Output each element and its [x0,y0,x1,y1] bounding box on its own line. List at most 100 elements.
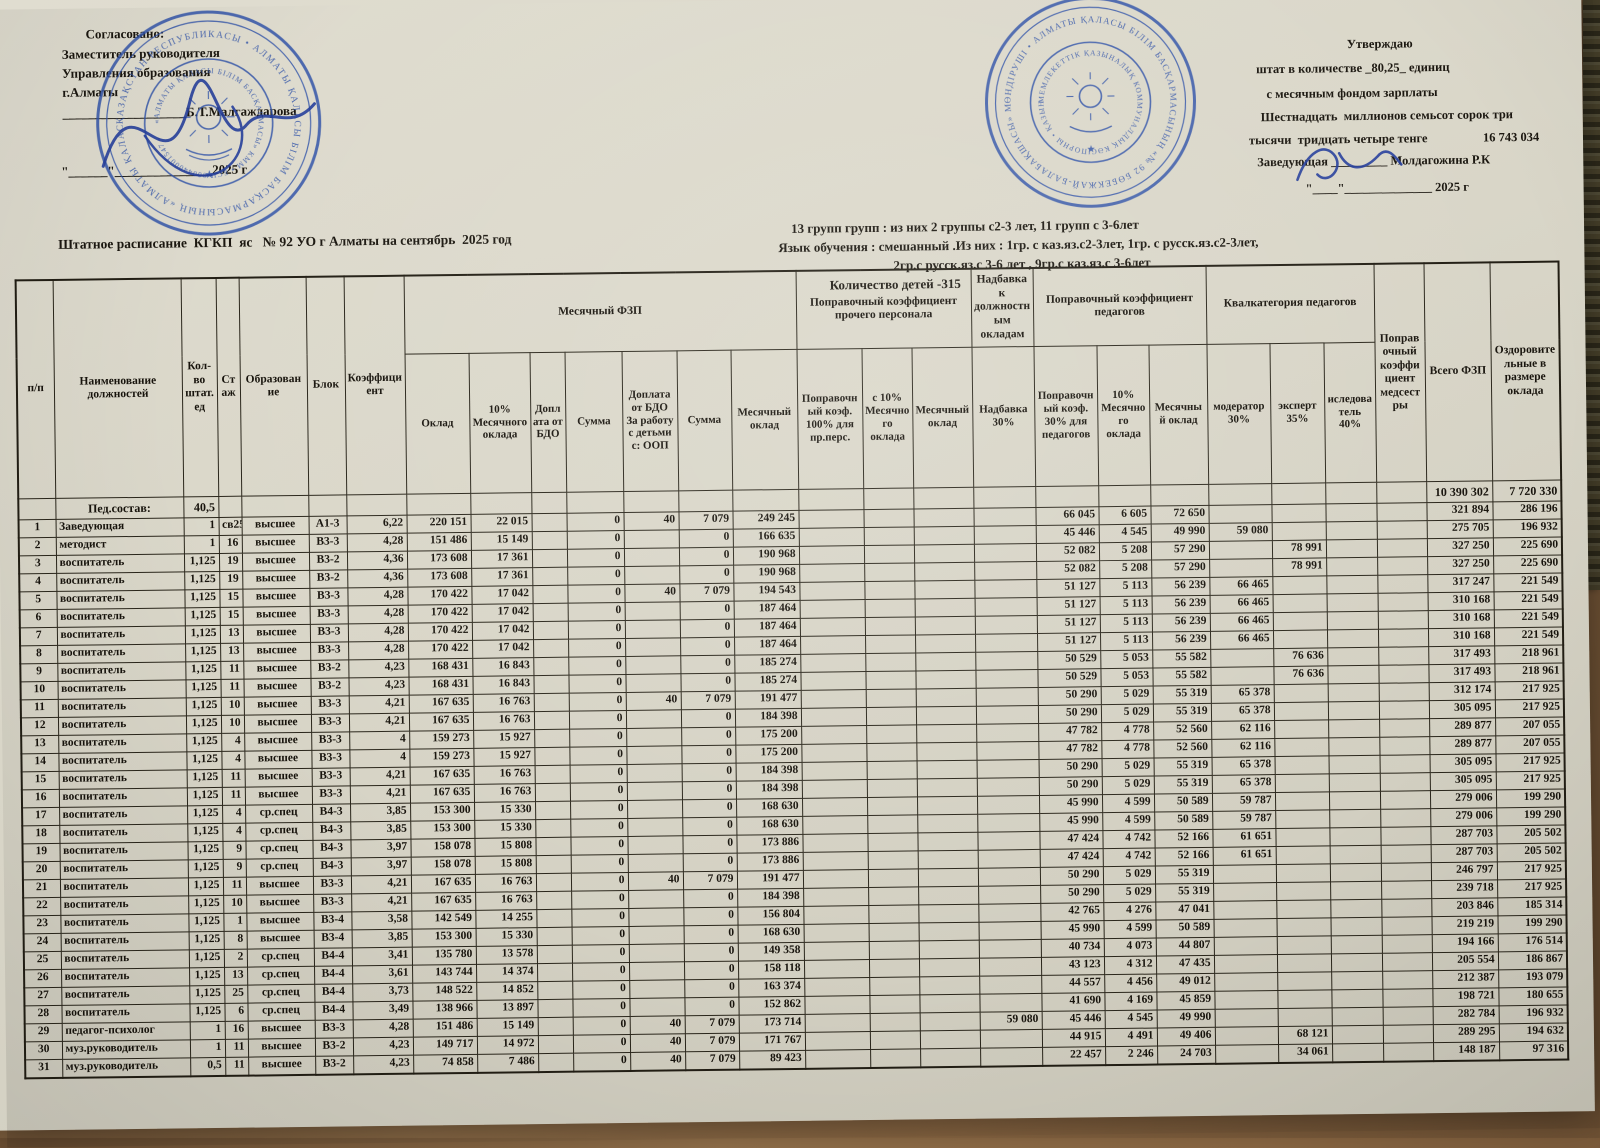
cell [1378,646,1428,665]
cell: 4,28 [353,1019,413,1038]
cell: 4 276 [1103,902,1155,921]
cell: 3,73 [352,983,412,1002]
cell: 207 055 [1495,735,1564,754]
cell [1331,917,1382,936]
cell: 18 [22,825,59,843]
cell [916,670,976,689]
cell [914,562,974,581]
cell: 56 239 [1152,613,1210,632]
cell: 163 374 [738,978,804,997]
cell [1277,917,1331,936]
cell: 1 [190,1039,225,1057]
cell [533,621,568,639]
cell [977,813,1039,832]
cell: 158 118 [738,960,804,979]
cell: 317 493 [1428,645,1494,664]
cell: высшее [243,624,310,643]
cell: 217 925 [1497,861,1566,880]
cell: 16 763 [474,783,535,802]
cell: 7 079 [678,511,732,530]
cell: 221 549 [1493,573,1562,592]
cell: 0 [568,674,625,693]
cell [804,923,869,942]
cell: 4,28 [347,587,407,606]
cell: 56 239 [1151,577,1209,596]
cell: 17 361 [471,567,532,586]
cell: 168 630 [738,924,804,943]
cell: 212 387 [1432,969,1498,988]
cell: 0 [572,926,629,945]
cell: 45 446 [1036,524,1099,543]
cell [1332,1007,1383,1026]
col-header-coef-100: Поправочный коэф. 100% для пр.перс. [797,348,864,489]
cell [18,498,55,519]
cell: 190 968 [733,546,799,565]
cell: 4,36 [347,569,407,588]
cell: 166 635 [733,528,799,547]
cell: 89 423 [739,1050,805,1069]
cell: 7 079 [679,583,733,602]
cell [1272,503,1326,522]
cell [533,639,568,657]
cell: 6 605 [1099,506,1151,525]
cell [1383,1006,1433,1025]
cell: 56 239 [1152,631,1210,650]
cell: 159 273 [409,748,473,767]
cell: 7 079 [685,1033,739,1052]
cell: 0 [569,728,626,747]
cell: 15 330 [474,801,535,820]
cell [799,545,864,564]
cell [805,1031,870,1050]
cell: воспитатель [58,733,186,753]
cell: 1,125 [186,697,221,715]
cell: 15 149 [477,1017,538,1036]
cell: 186 867 [1498,951,1567,970]
cell [975,633,1037,652]
cell: 173 886 [737,852,803,871]
cell: 55 319 [1154,757,1212,776]
cell [919,958,979,977]
cell: 97 316 [1499,1041,1568,1060]
cell: 4 [222,805,245,823]
cell [1379,718,1429,737]
cell: 289 295 [1433,1023,1499,1042]
cell [865,652,915,671]
cell: высшее [244,696,311,715]
cell [537,945,572,963]
cell: 0 [569,692,626,711]
cell [868,850,918,869]
cell [1272,521,1326,540]
cell: 8 [224,931,247,949]
table-header: п/п Наименование должностей Кол- во штат… [16,262,1562,499]
col-header-monthly-salary-other: Месячный оклад [912,347,974,488]
col-header-health-payment: Оздоровительные в размере оклада [1490,262,1562,481]
cell [678,490,732,512]
cell: 0 [683,907,737,926]
group-header-monthly-fzp: Месячный ФЗП [404,271,797,354]
cell [532,567,567,585]
cell [308,494,346,515]
cell: 153 300 [412,928,476,947]
cell: 194 166 [1432,933,1498,952]
cell: 1,125 [188,913,223,931]
cell: 47 041 [1155,901,1213,920]
cell [625,637,680,656]
col-header-sum-1: Сумма [565,351,624,492]
cell: ср.спец [247,1002,314,1021]
cell [1379,700,1429,719]
cell [1214,972,1277,991]
cell: 40,5 [183,496,218,517]
cell [1209,558,1272,577]
cell [867,796,917,815]
cell: 13 [220,643,243,661]
cell: 184 398 [735,708,801,727]
cell: 59 080 [980,1011,1042,1030]
cell [1213,882,1276,901]
cell [1277,953,1331,972]
cell [1329,791,1380,810]
cell [346,494,406,516]
col-header-salary: Оклад [405,353,471,494]
cell [624,529,679,548]
cell: 218 961 [1494,663,1563,682]
cell [801,689,866,708]
